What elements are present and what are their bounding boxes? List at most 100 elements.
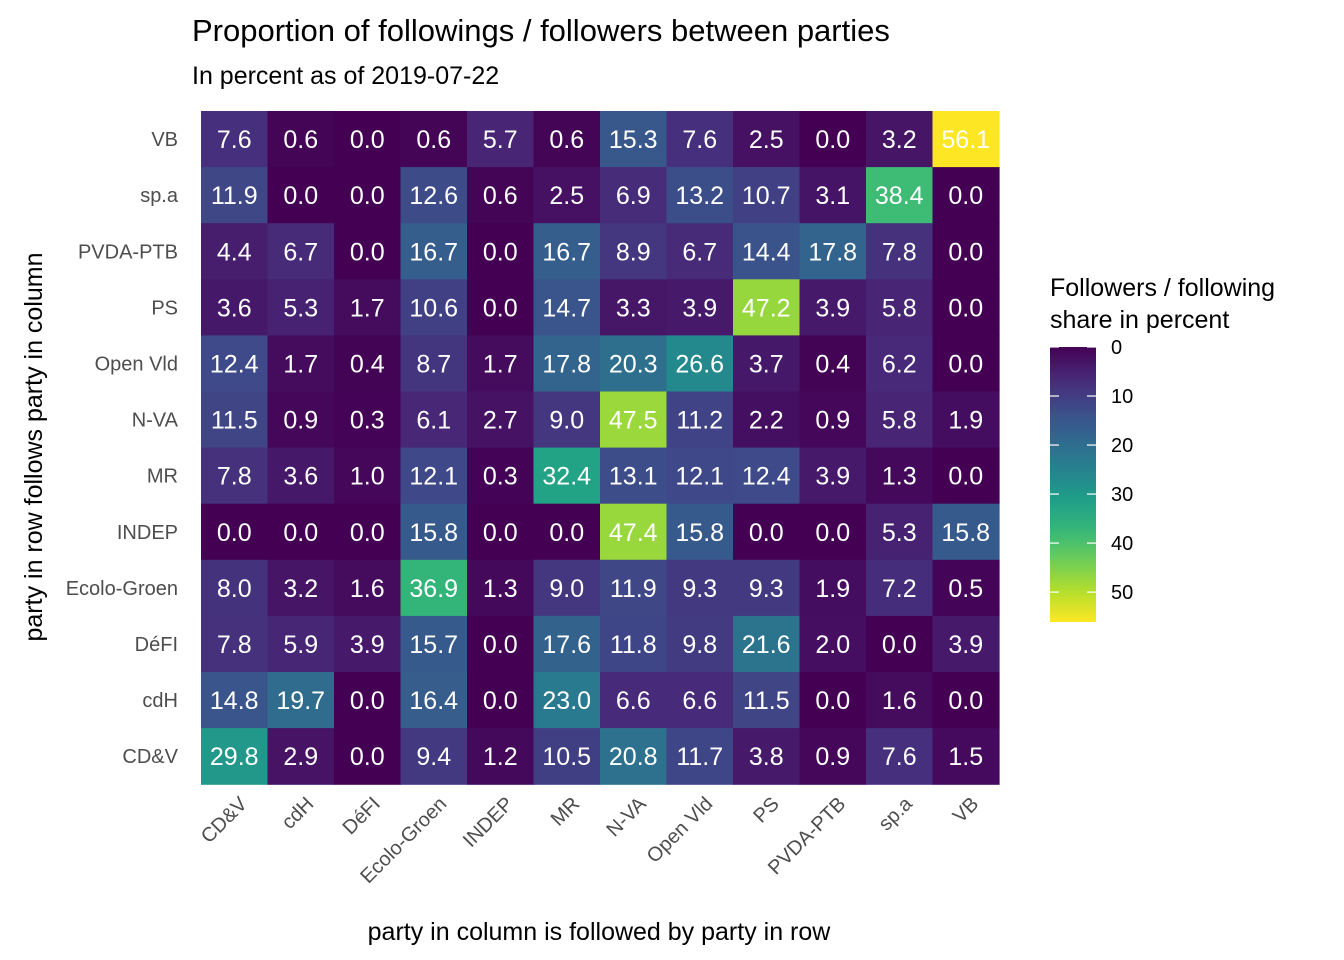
heatmap-cell — [600, 447, 668, 505]
heatmap-cell — [334, 559, 402, 617]
heatmap-cell — [733, 335, 801, 393]
heatmap-cell — [533, 279, 601, 336]
cell-value-label: 4.4 — [217, 238, 252, 266]
cell-value-label: 0.0 — [283, 519, 318, 547]
cell-value-label: 5.8 — [882, 407, 917, 435]
cell-value-label: 3.3 — [616, 294, 651, 322]
cell-value-label: 56.1 — [941, 126, 990, 154]
cell-value-label: 15.8 — [941, 519, 990, 547]
heatmap-cell — [666, 223, 734, 280]
heatmap-cell — [600, 559, 668, 617]
cell-value-label: 9.3 — [682, 575, 717, 603]
heatmap-cell — [201, 447, 269, 505]
heatmap-cell — [334, 672, 402, 729]
cell-value-label: 10.5 — [542, 743, 591, 771]
cell-value-label: 1.3 — [882, 463, 917, 491]
cell-value-label: 1.6 — [882, 687, 917, 715]
cell-value-label: 0.0 — [350, 238, 385, 266]
cell-value-label: 47.5 — [609, 407, 658, 435]
cell-value-label: 0.9 — [815, 407, 850, 435]
heatmap-cell — [533, 223, 601, 280]
cell-value-label: 0.0 — [948, 238, 983, 266]
cell-value-label: 9.8 — [682, 631, 717, 659]
cell-value-label: 7.8 — [217, 631, 252, 659]
cell-value-label: 3.8 — [749, 743, 784, 771]
legend-title-line-2: share in percent — [1050, 306, 1229, 334]
heatmap-cell — [799, 167, 867, 224]
heatmap-cell — [600, 615, 668, 673]
cell-value-label: 0.0 — [948, 350, 983, 378]
cell-value-label: 1.7 — [283, 350, 318, 378]
heatmap-cell — [866, 559, 934, 617]
heatmap-cell — [467, 223, 535, 280]
heatmap-cell — [267, 391, 335, 449]
heatmap-cell — [666, 447, 734, 505]
legend-tick-label: 40 — [1111, 533, 1133, 555]
heatmap-cell — [267, 279, 335, 336]
heatmap-cell — [866, 223, 934, 280]
cell-value-label: 0.0 — [948, 687, 983, 715]
cell-value-label: 0.0 — [815, 126, 850, 154]
cell-value-label: 0.0 — [483, 238, 518, 266]
cell-value-label: 0.0 — [350, 126, 385, 154]
y-tick-label: Ecolo-Groen — [66, 578, 178, 600]
cell-value-label: 6.7 — [682, 238, 717, 266]
heatmap-cell — [400, 167, 468, 224]
heatmap-cell — [201, 167, 269, 224]
heatmap-cell — [467, 335, 535, 393]
cell-value-label: 32.4 — [542, 463, 591, 491]
heatmap-cell — [400, 728, 468, 785]
cell-value-label: 0.0 — [350, 743, 385, 771]
cell-value-label: 6.2 — [882, 350, 917, 378]
cell-value-label: 29.8 — [210, 743, 259, 771]
legend-title-line-1: Followers / following — [1050, 274, 1275, 302]
cell-value-label: 7.8 — [882, 238, 917, 266]
heatmap-cell — [932, 672, 1000, 729]
cell-value-label: 0.0 — [948, 182, 983, 210]
heatmap-cell — [932, 728, 1000, 785]
x-tick-label: INDEP — [459, 793, 518, 852]
cell-value-label: 1.2 — [483, 743, 518, 771]
heatmap-cell — [932, 615, 1000, 673]
heatmap-cell — [334, 447, 402, 505]
heatmap-cell — [467, 447, 535, 505]
heatmap-cell — [467, 279, 535, 336]
heatmap-cell — [799, 672, 867, 729]
cell-value-label: 1.7 — [350, 294, 385, 322]
cell-value-label: 3.6 — [283, 463, 318, 491]
heatmap-cell — [400, 391, 468, 449]
cell-value-label: 8.7 — [416, 350, 451, 378]
heatmap-cell — [334, 728, 402, 785]
cell-value-label: 0.0 — [815, 687, 850, 715]
heatmap-cell — [267, 335, 335, 393]
cell-value-label: 0.3 — [350, 407, 385, 435]
heatmap-cell — [799, 447, 867, 505]
heatmap-cell — [600, 167, 668, 224]
cell-value-label: 7.6 — [217, 126, 252, 154]
heatmap-cell — [400, 503, 468, 561]
x-tick-label: MR — [547, 793, 585, 831]
heatmap-cell — [201, 615, 269, 673]
heatmap-cell — [400, 223, 468, 280]
cell-value-label: 2.0 — [815, 631, 850, 659]
heatmap-cell — [201, 728, 269, 785]
cell-value-label: 11.5 — [743, 687, 790, 715]
y-tick-label: VB — [151, 129, 178, 151]
heatmap-cell — [600, 335, 668, 393]
cell-value-label: 3.9 — [948, 631, 983, 659]
heatmap-cell — [600, 223, 668, 280]
cell-value-label: 7.8 — [217, 463, 252, 491]
heatmap-cell — [334, 391, 402, 449]
x-tick-label: CD&V — [197, 793, 252, 848]
cell-value-label: 11.8 — [610, 631, 657, 659]
heatmap-cell — [533, 447, 601, 505]
heatmap-cell — [666, 111, 734, 168]
heatmap-cell — [533, 503, 601, 561]
cell-value-label: 3.9 — [815, 463, 850, 491]
y-tick-label: Open Vld — [95, 353, 178, 375]
heatmap-cell — [733, 391, 801, 449]
heatmap-cell — [866, 503, 934, 561]
heatmap-cell — [932, 503, 1000, 561]
legend-colorbar — [1050, 347, 1096, 622]
y-tick-label: cdH — [142, 690, 178, 712]
